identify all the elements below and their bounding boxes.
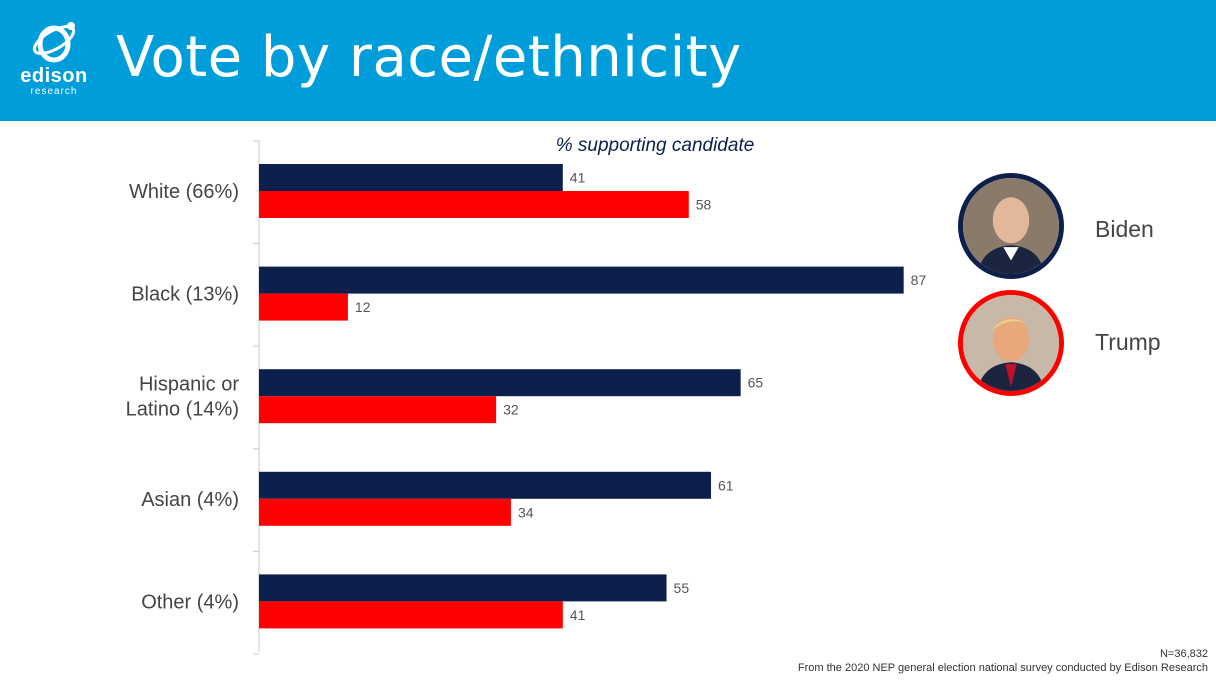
edison-logo: edison research — [14, 18, 94, 102]
data-label: 55 — [674, 580, 690, 596]
trump-avatar — [958, 290, 1064, 396]
legend-item-trump: Trump — [958, 290, 1198, 398]
bar-trump — [259, 191, 689, 218]
bar-trump — [259, 396, 497, 424]
category-label: Asian (4%) — [141, 489, 239, 511]
data-label: 34 — [518, 504, 534, 520]
header-bar: edison research Vote by race/ethnicity — [0, 0, 1216, 121]
bar-biden — [259, 471, 712, 499]
data-label: 32 — [503, 402, 519, 418]
biden-avatar — [958, 173, 1064, 279]
bar-biden — [259, 369, 741, 397]
data-label: 12 — [355, 299, 371, 315]
category-label: White (66%) — [129, 181, 239, 203]
logo-wordmark: edison — [20, 65, 88, 87]
category-label: Other (4%) — [141, 591, 239, 613]
category-label: Black (13%) — [131, 284, 239, 306]
legend-label-biden: Biden — [1095, 216, 1154, 242]
bar-biden — [259, 266, 904, 294]
chart-title: % supporting candidate — [555, 135, 755, 156]
data-label: 41 — [570, 170, 586, 186]
person-icon — [963, 295, 1059, 391]
data-label: 65 — [748, 375, 764, 391]
data-label: 41 — [570, 607, 586, 623]
bar-trump — [259, 498, 511, 526]
bar-trump — [259, 293, 348, 321]
data-label: 61 — [718, 477, 734, 493]
legend-label-trump: Trump — [1095, 329, 1161, 355]
data-label: 87 — [911, 272, 927, 288]
category-label: Hispanic or — [139, 374, 239, 396]
bar-trump — [259, 601, 563, 629]
edison-swirl-icon — [32, 22, 76, 63]
bar-biden — [259, 574, 667, 602]
category-label: Latino (14%) — [126, 399, 239, 421]
bar-biden — [259, 164, 563, 191]
data-label: 58 — [696, 197, 712, 213]
page-title: Vote by race/ethnicity — [116, 25, 742, 90]
bar-chart: White (66%) 41 58 Black (13%) 87 12 Hispanic o… — [126, 140, 927, 655]
legend-item-biden: Biden — [958, 173, 1198, 281]
person-icon — [963, 178, 1059, 274]
logo-subtext: research — [30, 86, 78, 97]
source-note: From the 2020 NEP general election natio… — [797, 662, 1208, 674]
sample-size-note: N=36,832 — [1159, 648, 1208, 660]
